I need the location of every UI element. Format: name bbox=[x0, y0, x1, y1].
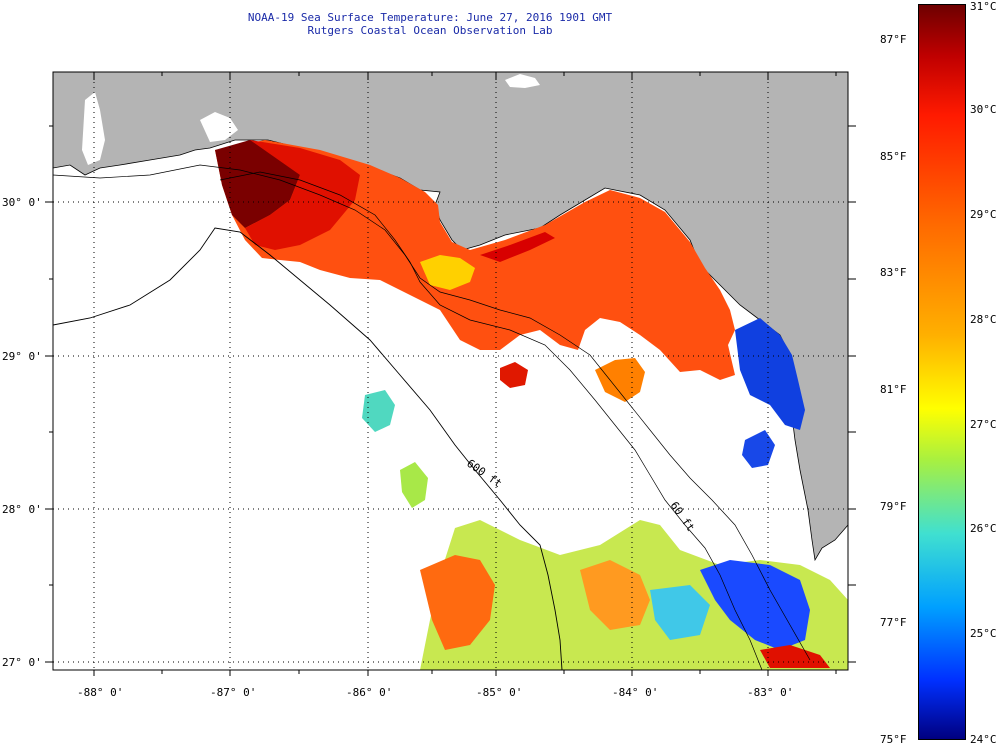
chart-subtitle: Rutgers Coastal Ocean Observation Lab bbox=[307, 24, 553, 37]
lat-label: 29° 0' bbox=[2, 350, 42, 363]
colorbar-label-c: 28°C bbox=[970, 313, 997, 326]
sst-patch-yellow-coast bbox=[420, 255, 475, 290]
sst-patch-cyan-nw bbox=[362, 390, 395, 432]
lon-label: -86° 0' bbox=[346, 686, 392, 699]
lon-label: -85° 0' bbox=[476, 686, 522, 699]
colorbar-label-c: 29°C bbox=[970, 208, 997, 221]
lon-label: -83° 0' bbox=[747, 686, 793, 699]
sst-patch-orange-bend bbox=[595, 358, 645, 402]
temperature-colorbar bbox=[918, 4, 966, 740]
colorbar-label-f: 85°F bbox=[880, 150, 907, 163]
colorbar-label-c: 30°C bbox=[970, 103, 997, 116]
sst-patch-red-bay bbox=[480, 232, 555, 262]
sst-patch-south-cyan bbox=[650, 585, 710, 640]
colorbar-label-c: 24°C bbox=[970, 733, 997, 746]
colorbar-label-f: 77°F bbox=[880, 616, 907, 629]
colorbar-label-c: 31°C bbox=[970, 0, 997, 13]
sst-patch-red-small bbox=[500, 362, 528, 388]
colorbar-label-f: 81°F bbox=[880, 383, 907, 396]
sst-patch-hot-nw bbox=[215, 140, 300, 228]
colorbar-label-c: 26°C bbox=[970, 522, 997, 535]
colorbar-label-f: 75°F bbox=[880, 733, 907, 746]
colorbar-label-f: 79°F bbox=[880, 500, 907, 513]
coastline-offshore bbox=[53, 164, 811, 661]
chart-title: NOAA-19 Sea Surface Temperature: June 27… bbox=[247, 11, 613, 24]
lat-label: 30° 0' bbox=[2, 196, 42, 209]
lon-label: -88° 0' bbox=[77, 686, 123, 699]
map-frame bbox=[52, 71, 849, 671]
lon-label: -87° 0' bbox=[210, 686, 256, 699]
lat-label: 28° 0' bbox=[2, 503, 42, 516]
sst-patch-south-orange bbox=[420, 555, 495, 650]
sst-patch-south-red bbox=[760, 645, 830, 668]
contour-60ft bbox=[219, 171, 763, 670]
frame-ticks bbox=[45, 72, 856, 676]
sst-patch-south-blue bbox=[700, 560, 810, 650]
lon-label: -84° 0' bbox=[612, 686, 658, 699]
sst-patch-blue-east bbox=[735, 318, 805, 430]
colorbar-label-c: 27°C bbox=[970, 418, 997, 431]
colorbar-label-f: 87°F bbox=[880, 33, 907, 46]
colorbar-label-f: 83°F bbox=[880, 266, 907, 279]
sst-patch-green-mid bbox=[400, 462, 428, 508]
sst-patch-red-nw bbox=[245, 140, 360, 250]
lat-label: 27° 0' bbox=[2, 656, 42, 669]
sst-patch-blue-small bbox=[742, 430, 775, 468]
colorbar-label-c: 25°C bbox=[970, 627, 997, 640]
contour-600ft bbox=[53, 227, 563, 670]
